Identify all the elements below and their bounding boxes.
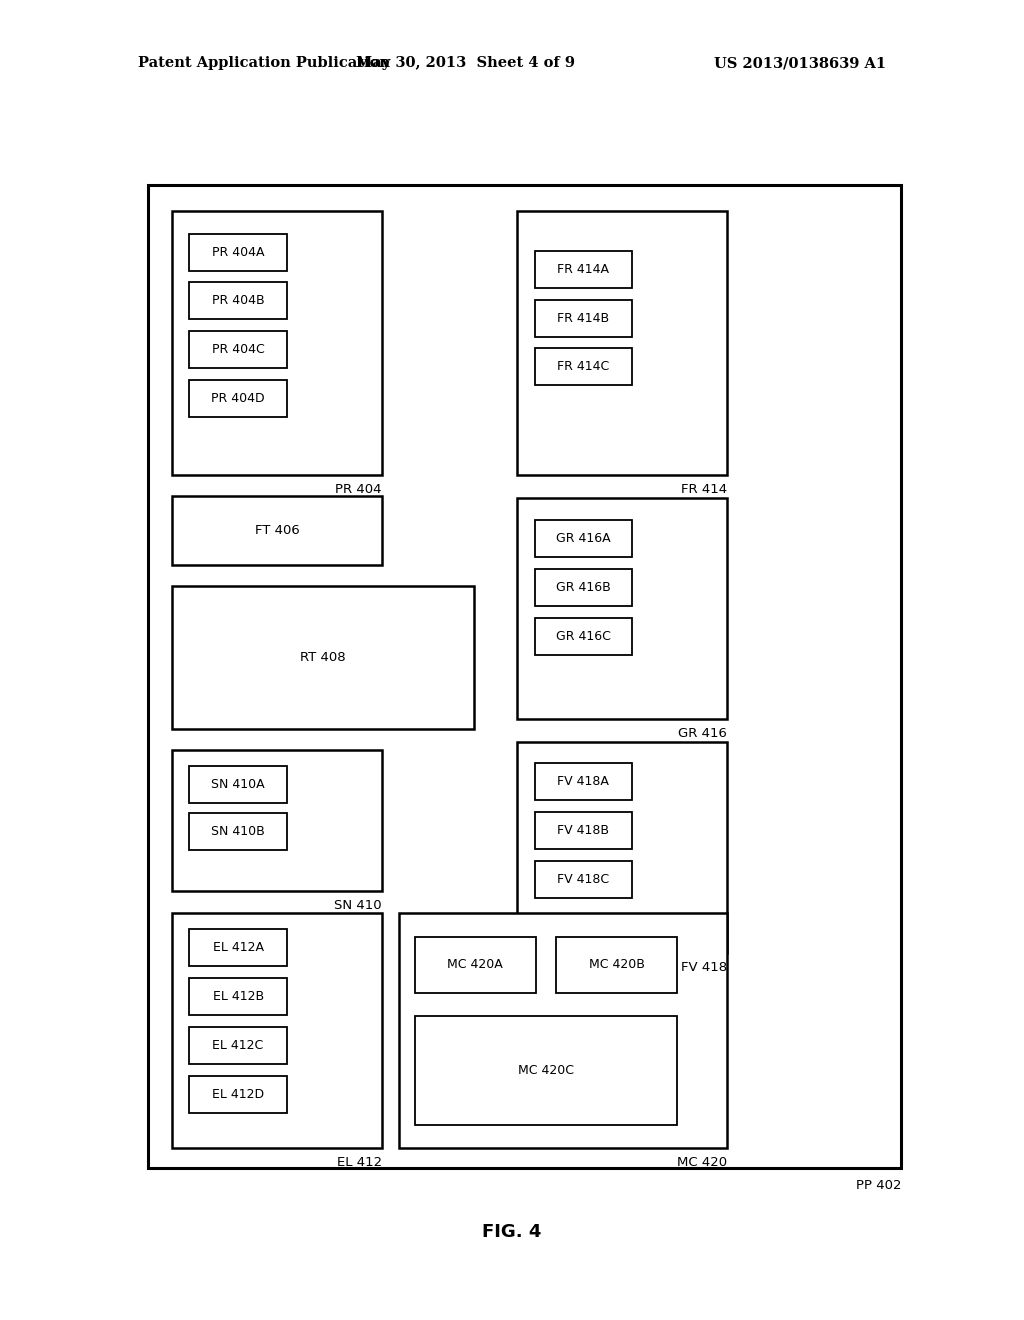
Text: US 2013/0138639 A1: US 2013/0138639 A1 [714,57,886,70]
Text: GR 416A: GR 416A [556,532,610,545]
Bar [415,937,536,993]
Text: FV 418C: FV 418C [557,873,609,886]
Text: PR 404D: PR 404D [211,392,265,405]
Bar [172,211,382,475]
Text: Patent Application Publication: Patent Application Publication [138,57,390,70]
Bar [415,1016,677,1125]
Bar [189,331,287,368]
Text: SN 410B: SN 410B [211,825,265,838]
Bar [535,569,632,606]
Text: PR 404C: PR 404C [212,343,264,356]
Text: MC 420A: MC 420A [447,958,503,972]
Bar [148,185,901,1168]
Bar [172,586,474,729]
Bar [517,211,727,475]
Text: PR 404: PR 404 [336,483,382,496]
Text: RT 408: RT 408 [300,651,346,664]
Bar [517,742,727,953]
Text: SN 410A: SN 410A [211,777,265,791]
Bar [189,1076,287,1113]
Text: EL 412B: EL 412B [213,990,263,1003]
Text: FT 406: FT 406 [255,524,299,537]
Bar [172,913,382,1148]
Bar [189,282,287,319]
Text: EL 412: EL 412 [337,1156,382,1170]
Text: FR 414B: FR 414B [557,312,609,325]
Text: FR 414: FR 414 [681,483,727,496]
Text: May 30, 2013  Sheet 4 of 9: May 30, 2013 Sheet 4 of 9 [356,57,575,70]
Bar [172,750,382,891]
Text: MC 420B: MC 420B [589,958,644,972]
Text: GR 416C: GR 416C [556,630,610,643]
Bar [535,763,632,800]
Text: EL 412D: EL 412D [212,1088,264,1101]
Text: MC 420C: MC 420C [518,1064,573,1077]
Text: PR 404B: PR 404B [212,294,264,308]
Bar [535,861,632,898]
Bar [535,812,632,849]
Bar [535,251,632,288]
Text: PP 402: PP 402 [856,1179,901,1192]
Bar [172,496,382,565]
Bar [399,913,727,1148]
Bar [535,300,632,337]
Text: FV 418B: FV 418B [557,824,609,837]
Bar [189,929,287,966]
Text: GR 416B: GR 416B [556,581,610,594]
Text: EL 412C: EL 412C [212,1039,264,1052]
Text: FR 414C: FR 414C [557,360,609,374]
Bar [189,978,287,1015]
Text: MC 420: MC 420 [677,1156,727,1170]
Bar [535,348,632,385]
Bar [189,766,287,803]
Bar [517,498,727,719]
Bar [189,813,287,850]
Bar [189,234,287,271]
Text: PR 404A: PR 404A [212,246,264,259]
Bar [556,937,677,993]
Bar [189,1027,287,1064]
Text: SN 410: SN 410 [334,899,382,912]
Text: EL 412A: EL 412A [213,941,263,954]
Bar [535,618,632,655]
Text: FV 418: FV 418 [681,961,727,974]
Text: FV 418A: FV 418A [557,775,609,788]
Text: GR 416: GR 416 [678,727,727,741]
Text: FR 414A: FR 414A [557,263,609,276]
Bar [535,520,632,557]
Bar [189,380,287,417]
Text: FIG. 4: FIG. 4 [482,1222,542,1241]
